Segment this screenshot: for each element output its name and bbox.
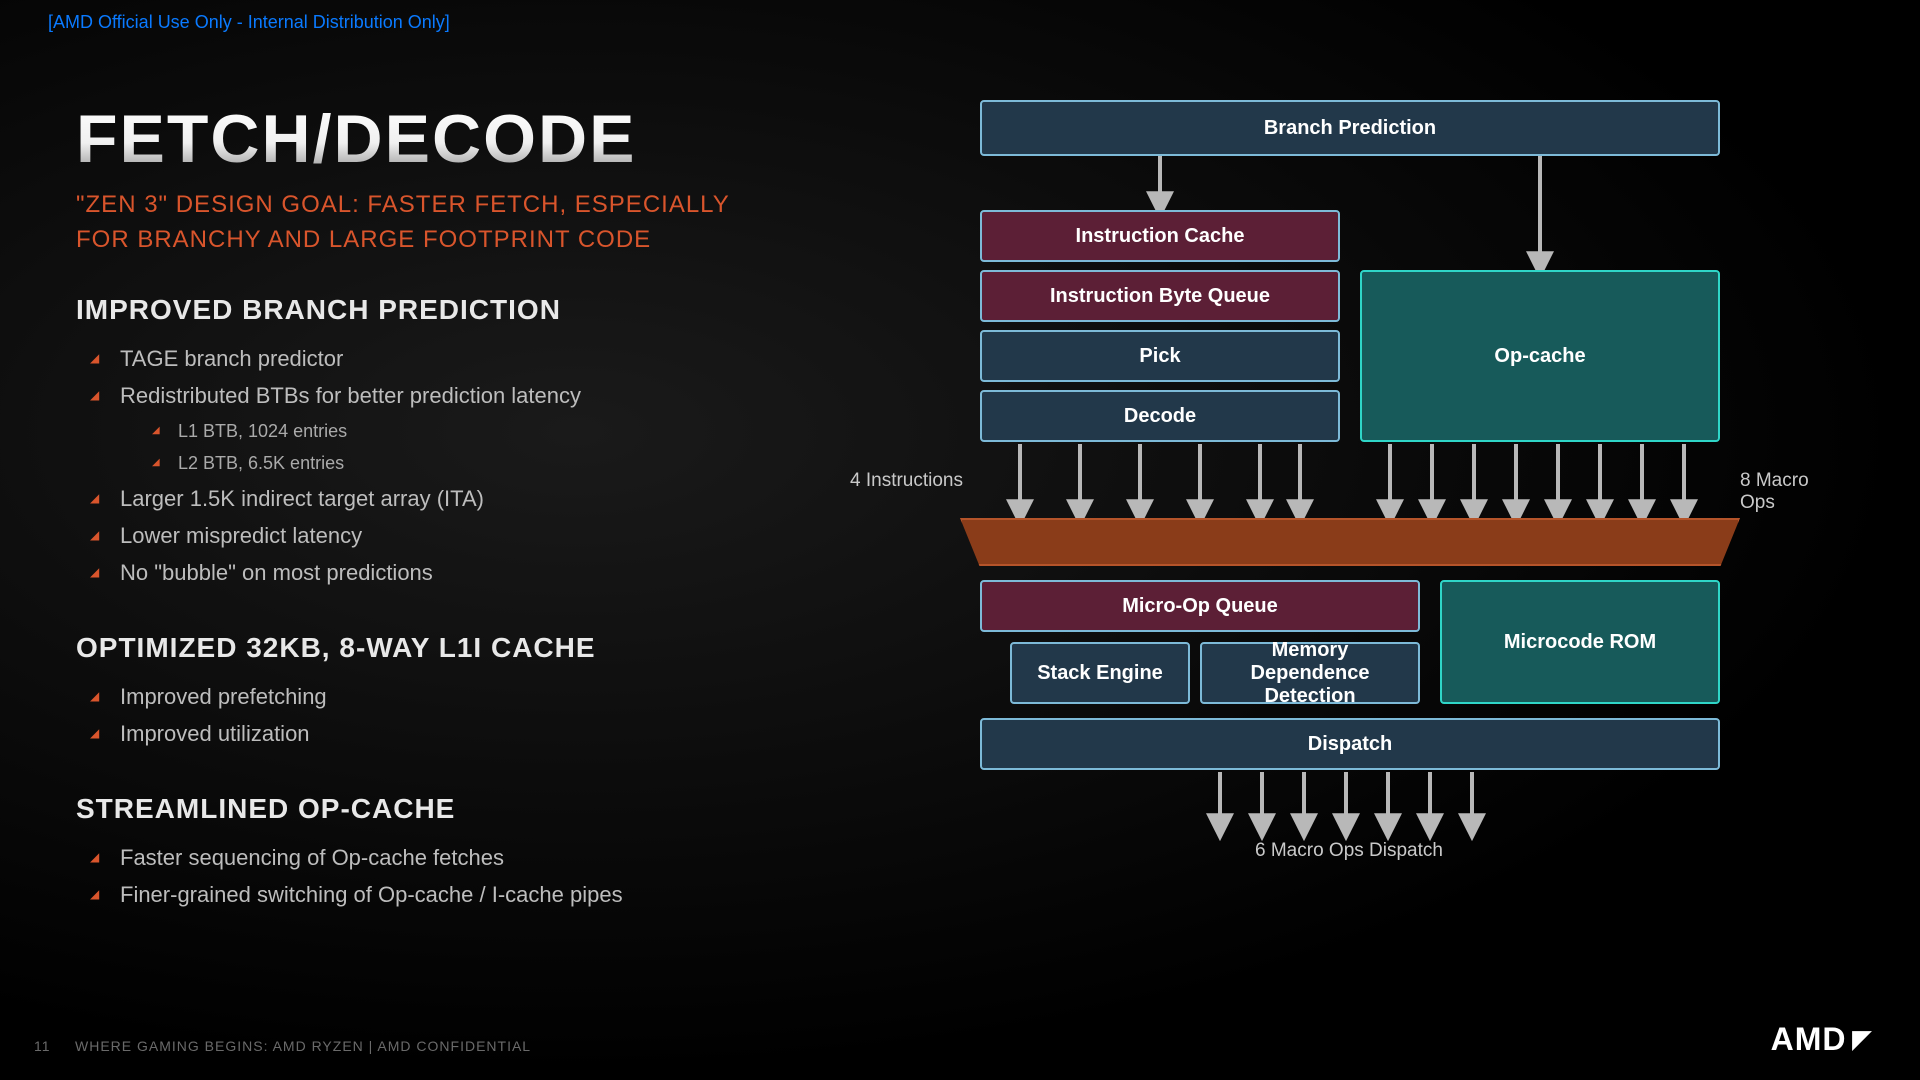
section-heading: STREAMLINED OP-CACHE bbox=[76, 793, 756, 825]
footer-text: WHERE GAMING BEGINS: AMD RYZEN | AMD CON… bbox=[75, 1038, 531, 1054]
block-microop_q: Micro-Op Queue bbox=[980, 580, 1420, 632]
block-memdep: Memory Dependence Detection bbox=[1200, 642, 1420, 704]
text-sections: IMPROVED BRANCH PREDICTION TAGE branch pr… bbox=[76, 294, 756, 913]
classification-label: [AMD Official Use Only - Internal Distri… bbox=[48, 12, 450, 33]
slide-subtitle: "ZEN 3" DESIGN GOAL: FASTER FETCH, ESPEC… bbox=[76, 188, 776, 258]
block-stack_eng: Stack Engine bbox=[1010, 642, 1190, 704]
slide-title: FETCH/DECODE bbox=[76, 100, 636, 178]
bullet-list: Improved prefetchingImproved utilization bbox=[76, 678, 756, 753]
bullet-item: Finer-grained switching of Op-cache / I-… bbox=[120, 876, 756, 913]
bullet-item: Lower mispredict latency bbox=[120, 517, 756, 554]
diagram-label-four_instr: 4 Instructions bbox=[850, 470, 963, 492]
block-decode: Decode bbox=[980, 390, 1340, 442]
bullet-item: Improved utilization bbox=[120, 715, 756, 752]
bullet-list: Faster sequencing of Op-cache fetchesFin… bbox=[76, 839, 756, 914]
diagram-label-eight_mops: 8 Macro Ops bbox=[1740, 470, 1830, 514]
block-ucode_rom: Microcode ROM bbox=[1440, 580, 1720, 704]
block-dispatch: Dispatch bbox=[980, 718, 1720, 770]
block-ibq: Instruction Byte Queue bbox=[980, 270, 1340, 322]
sub-bullet-item: L2 BTB, 6.5K entries bbox=[178, 447, 756, 479]
sub-bullet-item: L1 BTB, 1024 entries bbox=[178, 415, 756, 447]
section-heading: OPTIMIZED 32KB, 8-WAY L1I CACHE bbox=[76, 632, 756, 664]
mux-trapezoid bbox=[960, 518, 1740, 566]
bullet-item: Improved prefetching bbox=[120, 678, 756, 715]
section-heading: IMPROVED BRANCH PREDICTION bbox=[76, 294, 756, 326]
block-opcache: Op-cache bbox=[1360, 270, 1720, 442]
bullet-item: Larger 1.5K indirect target array (ITA) bbox=[120, 480, 756, 517]
block-pick: Pick bbox=[980, 330, 1340, 382]
sub-bullet-list: L1 BTB, 1024 entriesL2 BTB, 6.5K entries bbox=[120, 415, 756, 480]
block-instr_cache: Instruction Cache bbox=[980, 210, 1340, 262]
logo-text: AMD bbox=[1771, 1021, 1847, 1058]
bullet-item: No "bubble" on most predictions bbox=[120, 554, 756, 591]
diagram-label-six_dispatch: 6 Macro Ops Dispatch bbox=[1255, 840, 1443, 862]
bullet-list: TAGE branch predictorRedistributed BTBs … bbox=[76, 340, 756, 592]
block-branch_pred: Branch Prediction bbox=[980, 100, 1720, 156]
page-number: 11 bbox=[34, 1038, 51, 1054]
logo-arrow-icon: ◤ bbox=[1853, 1025, 1872, 1054]
block-diagram: Branch Prediction Instruction Cache Instru… bbox=[960, 100, 1830, 980]
amd-logo: AMD ◤ bbox=[1771, 1021, 1872, 1058]
footer: 11 WHERE GAMING BEGINS: AMD RYZEN | AMD … bbox=[34, 1038, 531, 1054]
bullet-item: Redistributed BTBs for better prediction… bbox=[120, 377, 756, 479]
bullet-item: TAGE branch predictor bbox=[120, 340, 756, 377]
bullet-item: Faster sequencing of Op-cache fetches bbox=[120, 839, 756, 876]
